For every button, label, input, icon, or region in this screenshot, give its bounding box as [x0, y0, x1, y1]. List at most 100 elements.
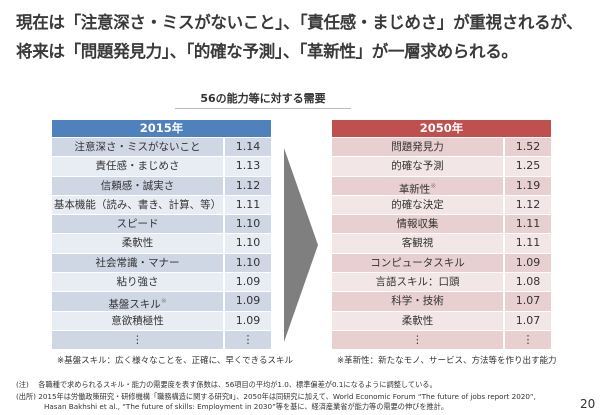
- table-row: コンピュータスキル 1.09: [332, 253, 551, 273]
- source-line-2: Hasan Bakhshi et al., “The future of ski…: [44, 402, 449, 411]
- skill-name: ⋮: [332, 330, 503, 350]
- skill-value: 1.52: [505, 138, 551, 157]
- skill-value: 1.07: [505, 311, 551, 330]
- skill-value: 1.12: [505, 195, 551, 215]
- skill-value: 1.12: [225, 176, 271, 195]
- skill-value: 1.11: [505, 215, 551, 234]
- skill-label: 粘り強さ: [116, 276, 159, 289]
- skill-name: 的確な予測: [332, 157, 503, 176]
- table-row: 的確な予測 1.25: [332, 157, 551, 176]
- skill-name: 信頼感・誠実さ: [52, 176, 223, 195]
- table-row: 基本機能（読み、書き、計算、等） 1.11: [52, 195, 271, 215]
- skill-name: 基本機能（読み、書き、計算、等）: [52, 195, 223, 215]
- table-row: 情報収集 1.11: [332, 215, 551, 234]
- table-row: 問題発見力 1.52: [332, 138, 551, 157]
- skill-label: コンピュータスキル: [370, 256, 465, 269]
- skill-value: 1.11: [225, 195, 271, 215]
- skill-value: 1.13: [225, 157, 271, 176]
- table-row: 柔軟性 1.07: [332, 311, 551, 330]
- table-row: 注意深さ・ミスがないこと 1.14: [52, 138, 271, 157]
- skill-label: 注意深さ・ミスがないこと: [74, 141, 201, 153]
- table-row: 言語スキル：口頭 1.08: [332, 273, 551, 292]
- table-row: ⋮ ⋮: [52, 330, 271, 350]
- skill-name: 基盤スキル※: [52, 292, 223, 311]
- footnote-mark: ※: [430, 181, 437, 190]
- skill-label: スピード: [116, 218, 159, 231]
- skill-value: 1.11: [505, 234, 551, 253]
- skill-name: 的確な決定: [332, 195, 503, 215]
- skill-name: 意欲積極性: [52, 311, 223, 330]
- table-row: 意欲積極性 1.09: [52, 311, 271, 330]
- heading-line-2: 将来は「問題発見力」、「的確な予測」、「革新性」が一層求められる。: [16, 42, 518, 61]
- skill-name: 粘り強さ: [52, 273, 223, 292]
- table-2015: 2015年 注意深さ・ミスがないこと 1.14 責任感・まじめさ 1.13 信頼感・誠実…: [52, 120, 271, 350]
- skill-name: コンピュータスキル: [332, 253, 503, 273]
- skill-name: 問題発見力: [332, 138, 503, 157]
- skill-value: 1.07: [505, 292, 551, 311]
- table-row: 粘り強さ 1.09: [52, 273, 271, 292]
- skill-value: 1.10: [225, 215, 271, 234]
- skill-label: 科学・技術: [391, 295, 444, 308]
- skill-label: 革新性: [398, 183, 431, 195]
- skill-label: 柔軟性: [121, 237, 154, 250]
- skill-value: 1.25: [505, 157, 551, 176]
- skill-label: 的確な予測: [391, 160, 444, 173]
- skill-value: 1.09: [505, 253, 551, 273]
- skill-label: 社会常識・マナー: [95, 256, 180, 269]
- skill-label: 信頼感・誠実さ: [100, 179, 175, 192]
- skill-name: 情報収集: [332, 215, 503, 234]
- skill-label: 的確な決定: [391, 198, 444, 211]
- skill-label: 基本機能（読み、書き、計算、等）: [53, 198, 222, 211]
- skill-value: 1.08: [505, 273, 551, 292]
- arrow-right-icon: [284, 148, 318, 342]
- skill-name: 柔軟性: [332, 311, 503, 330]
- table-row: 社会常識・マナー 1.10: [52, 253, 271, 273]
- skill-value: 1.19: [505, 176, 551, 195]
- skill-name: 客観視: [332, 234, 503, 253]
- skill-name: 社会常識・マナー: [52, 253, 223, 273]
- skill-value: 1.09: [225, 292, 271, 311]
- table-row: 責任感・まじめさ 1.13: [52, 157, 271, 176]
- table-row: 科学・技術 1.07: [332, 292, 551, 311]
- table-row: 革新性※ 1.19: [332, 176, 551, 195]
- skill-label: 柔軟性: [401, 314, 434, 327]
- table-header-2015: 2015年: [52, 120, 271, 137]
- skill-name: ⋮: [52, 330, 223, 350]
- table-row: 的確な決定 1.12: [332, 195, 551, 215]
- skill-value: ⋮: [225, 330, 271, 350]
- skill-value: ⋮: [505, 330, 551, 350]
- skill-label: 基盤スキル: [108, 298, 161, 311]
- skill-name: 革新性※: [332, 176, 503, 195]
- skill-value: 1.10: [225, 234, 271, 253]
- skill-value: 1.09: [225, 311, 271, 330]
- skill-name: スピード: [52, 215, 223, 234]
- skill-label: 客観視: [401, 237, 434, 250]
- skill-label: 言語スキル：口頭: [375, 276, 460, 289]
- skill-name: 責任感・まじめさ: [52, 157, 223, 176]
- skill-label: 問題発見力: [391, 141, 444, 153]
- skill-label: ⋮: [132, 333, 143, 346]
- table-row: 客観視 1.11: [332, 234, 551, 253]
- table-2050: 2050年 問題発見力 1.52 的確な予測 1.25 革新性※ 1.19 的確な決定 1.1…: [332, 120, 551, 350]
- footnote-2050: ※革新性：新たなモノ、サービス、方法等を作り出す能力: [337, 356, 557, 366]
- skill-name: 柔軟性: [52, 234, 223, 253]
- footnote-mark: ※: [160, 297, 167, 306]
- skill-name: 科学・技術: [332, 292, 503, 311]
- heading-line-1: 現在は「注意深さ・ミスがないこと」、「責任感・まじめさ」が重視されるが、: [16, 13, 583, 32]
- skill-name: 注意深さ・ミスがないこと: [52, 138, 223, 157]
- table-row: ⋮ ⋮: [332, 330, 551, 350]
- skill-label: 責任感・まじめさ: [95, 160, 180, 173]
- table-row: 信頼感・誠実さ 1.12: [52, 176, 271, 195]
- skill-name: 言語スキル：口頭: [332, 273, 503, 292]
- footnote-2015: ※基盤スキル：広く様々なことを、正確に、早くできるスキル: [57, 356, 293, 366]
- table-row: 柔軟性 1.10: [52, 234, 271, 253]
- note: (注) 各職種で求められるスキル・能力の需要度を表す係数は、56項目の平均が1.…: [16, 380, 437, 389]
- table-row: 基盤スキル※ 1.09: [52, 292, 271, 311]
- source-line-1: (出所) 2015年は労働政策研究・研修機構「職務構造に関する研究Ⅱ」、2050…: [16, 392, 536, 401]
- skill-label: 意欲積極性: [111, 314, 164, 327]
- skill-label: 情報収集: [396, 218, 439, 231]
- skill-value: 1.10: [225, 253, 271, 273]
- page-number: 20: [580, 397, 596, 411]
- skill-value: 1.14: [225, 138, 271, 157]
- table-subtitle: 56の能力等に対する需要: [175, 90, 351, 109]
